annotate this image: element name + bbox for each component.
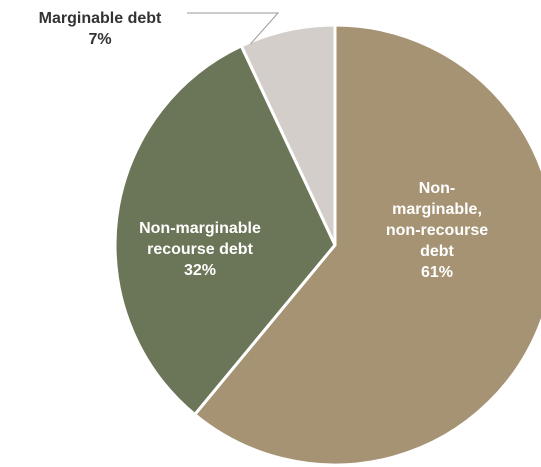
pie-slice-2 xyxy=(113,44,337,417)
leader-line xyxy=(187,12,280,45)
slice-percent-label-2: 32% xyxy=(184,262,216,279)
slice-name-label-3: Marginable debt xyxy=(39,10,162,27)
slice-name-label-1: marginable, xyxy=(392,201,482,218)
slice-percent-label-1: 61% xyxy=(421,264,453,281)
pie-labels: Non-marginable, non-recourse debt 61% Non-ma… xyxy=(39,10,489,281)
slice-percent-label-3: 7% xyxy=(88,31,111,48)
pie-slice-3 xyxy=(239,23,337,247)
pie-slice-1 xyxy=(193,23,541,467)
slice-name-label-2: recourse debt xyxy=(147,241,253,258)
slice-name-label-2: Non-marginable xyxy=(139,220,261,237)
slice-name-label-1: debt xyxy=(420,243,454,260)
slice-name-label-1: non-recourse xyxy=(386,222,488,239)
slice-name-label-1: Non- xyxy=(419,180,455,197)
pie-slices xyxy=(113,23,541,467)
